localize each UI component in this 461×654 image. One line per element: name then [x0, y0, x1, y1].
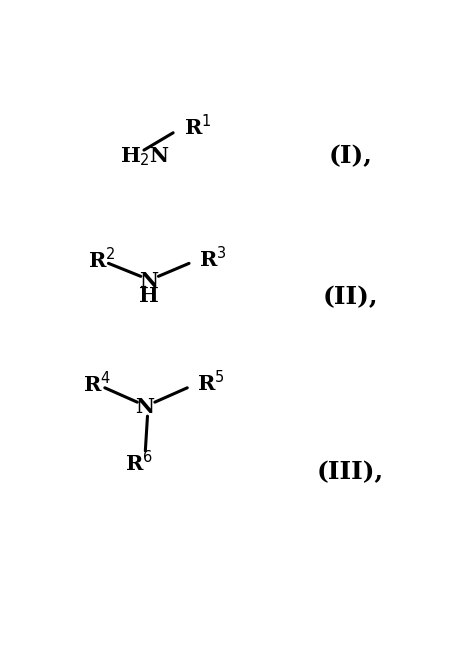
Text: R$^3$: R$^3$: [199, 246, 226, 271]
Text: (III),: (III),: [317, 460, 384, 484]
Text: H$_2$N: H$_2$N: [120, 145, 170, 168]
Text: R$^6$: R$^6$: [125, 450, 153, 475]
Text: R$^5$: R$^5$: [197, 370, 225, 395]
Text: R$^2$: R$^2$: [88, 247, 115, 272]
Text: R$^1$: R$^1$: [184, 114, 212, 139]
Text: N: N: [139, 271, 158, 291]
Text: N: N: [136, 398, 155, 417]
Text: (I),: (I),: [329, 145, 372, 169]
Text: H: H: [139, 286, 159, 306]
Text: R$^4$: R$^4$: [83, 371, 111, 396]
Text: (II),: (II),: [323, 286, 378, 309]
